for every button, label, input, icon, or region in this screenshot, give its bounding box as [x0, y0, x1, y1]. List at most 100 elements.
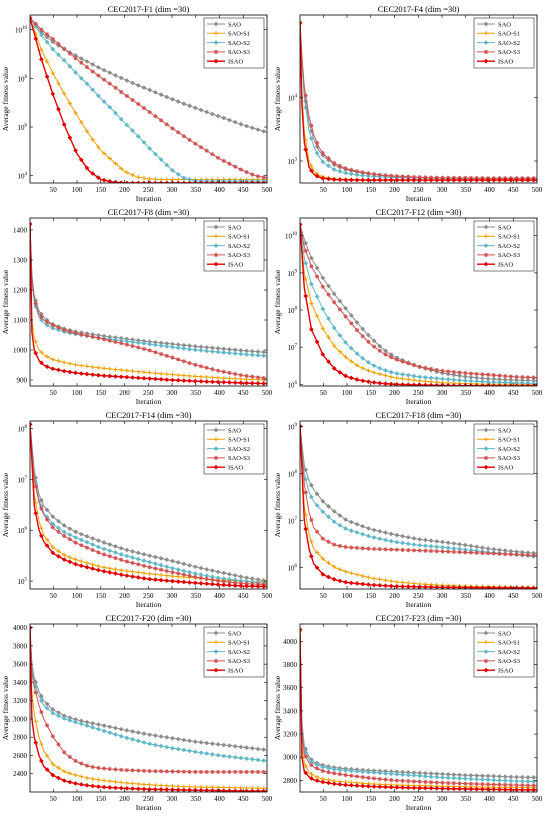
data-point: [73, 148, 79, 153]
data-point: [326, 514, 331, 520]
y-tick-label: 109: [288, 423, 298, 432]
data-point: [406, 174, 411, 179]
data-point: [377, 528, 383, 534]
x-axis-label: Iteration: [136, 600, 162, 609]
data-point: [227, 788, 232, 792]
data-point: [360, 378, 366, 384]
data-point: [170, 769, 175, 774]
data-point: [354, 768, 360, 774]
data-point: [337, 177, 343, 183]
data-point: [491, 373, 496, 378]
data-point: [326, 503, 331, 509]
y-tick-label: 106: [288, 564, 298, 573]
data-point: [383, 578, 388, 583]
data-point: [366, 546, 371, 551]
data-point: [30, 221, 33, 227]
data-point: [406, 548, 411, 553]
data-point: [187, 769, 192, 774]
data-point: [365, 582, 371, 588]
data-point: [314, 265, 320, 271]
x-tick-label: 500: [532, 186, 543, 194]
data-point: [198, 180, 204, 183]
data-point: [124, 553, 130, 559]
data-point: [446, 780, 451, 786]
x-tick-label: 100: [342, 795, 353, 803]
legend-marker: [213, 261, 219, 267]
legend-entry-sao: SAO: [207, 427, 241, 434]
data-point: [406, 778, 411, 784]
x-axis-label: Iteration: [406, 803, 432, 812]
data-point: [113, 543, 118, 549]
data-point: [445, 177, 451, 183]
data-point: [141, 375, 147, 381]
data-point: [411, 542, 417, 547]
data-point: [90, 87, 96, 93]
y-tick-label: 1010: [15, 26, 28, 35]
legend-label: SAO: [498, 630, 511, 637]
data-point: [215, 769, 221, 775]
x-tick-label: 50: [50, 186, 58, 194]
data-point: [525, 177, 531, 183]
series-sao: [30, 421, 267, 584]
data-point: [383, 367, 388, 373]
legend-entry-sao-s2: SAO-S2: [477, 40, 520, 47]
data-point: [348, 312, 354, 318]
x-tick-label: 400: [214, 186, 225, 194]
data-point: [84, 165, 90, 171]
legend-entry-isao: ISAO: [207, 262, 243, 269]
data-point: [90, 783, 96, 789]
data-point: [187, 748, 193, 754]
data-point: [141, 551, 147, 557]
data-point: [314, 778, 320, 784]
data-point: [118, 180, 124, 183]
data-point: [232, 583, 238, 589]
data-point: [227, 571, 232, 577]
data-point: [303, 293, 309, 299]
chart-panel-7: CEC2017-F20 (dim =30) 50 100 150 200 250 300 35…: [1, 613, 273, 812]
data-point: [158, 92, 164, 98]
data-point: [394, 177, 400, 183]
y-axis-label: Average fitness value: [1, 472, 10, 537]
data-point: [238, 574, 244, 580]
data-point: [204, 180, 210, 183]
data-point: [400, 540, 406, 546]
x-tick-label: 450: [238, 389, 249, 397]
data-point: [158, 376, 164, 382]
data-point: [508, 177, 514, 183]
data-point: [67, 555, 72, 560]
data-point: [366, 171, 371, 176]
x-tick-label: 250: [143, 795, 154, 803]
x-tick-label: 250: [413, 795, 424, 803]
data-point: [525, 774, 531, 780]
data-point: [255, 174, 261, 179]
data-point: [204, 374, 209, 380]
legend-entry-sao-s1: SAO-S1: [207, 31, 250, 38]
data-point: [244, 769, 249, 775]
data-point: [33, 350, 39, 356]
data-point: [227, 582, 232, 588]
x-axis-label: Iteration: [136, 194, 162, 203]
data-point: [238, 351, 244, 357]
data-point: [130, 560, 135, 566]
data-point: [383, 173, 388, 178]
data-point: [221, 769, 226, 775]
data-point: [428, 382, 434, 386]
data-point: [153, 371, 158, 376]
data-point: [73, 758, 78, 763]
data-point: [61, 557, 67, 562]
x-tick-label: 300: [167, 795, 178, 803]
legend-marker: [483, 640, 489, 645]
data-point: [84, 81, 90, 87]
data-point: [411, 174, 417, 180]
data-point: [232, 754, 238, 760]
data-point: [320, 275, 326, 281]
x-tick-label: 50: [50, 389, 58, 397]
y-tick-label: 2600: [13, 752, 28, 760]
data-point: [405, 372, 411, 378]
x-tick-label: 350: [191, 389, 202, 397]
data-point: [365, 332, 371, 338]
legend-entry-sao-s1: SAO-S1: [477, 437, 520, 444]
data-point: [354, 177, 360, 183]
chart-panel-6: CEC2017-F18 (dim =30) 50 100 150 200 250 300 35…: [273, 410, 543, 609]
y-axis-label: Average fitness value: [273, 472, 282, 537]
